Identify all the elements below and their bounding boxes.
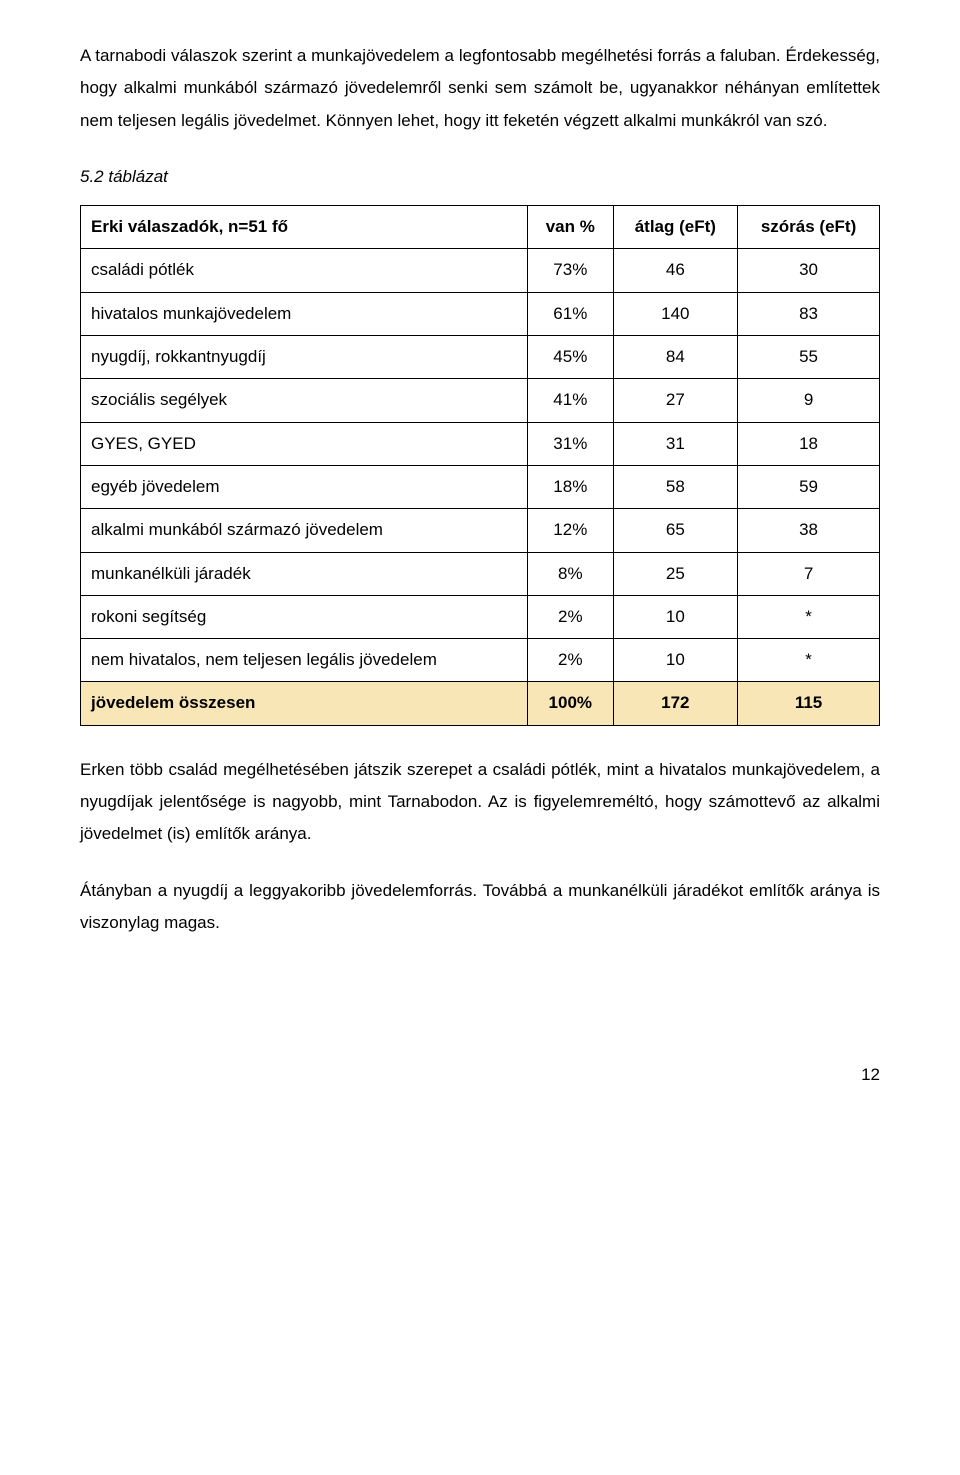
cell-value: 46: [613, 249, 738, 292]
cell-value: 41%: [528, 379, 613, 422]
cell-value: 2%: [528, 595, 613, 638]
page-number: 12: [80, 1059, 880, 1091]
cell-value: 2%: [528, 639, 613, 682]
table-caption: 5.2 táblázat: [80, 161, 880, 193]
row-label: hivatalos munkajövedelem: [81, 292, 528, 335]
total-value: 100%: [528, 682, 613, 725]
row-label: rokoni segítség: [81, 595, 528, 638]
cell-value: 38: [738, 509, 880, 552]
cell-value: 25: [613, 552, 738, 595]
table-row: rokoni segítség 2% 10 *: [81, 595, 880, 638]
cell-value: 10: [613, 595, 738, 638]
cell-value: 61%: [528, 292, 613, 335]
table-row: alkalmi munkából származó jövedelem 12% …: [81, 509, 880, 552]
intro-paragraph: A tarnabodi válaszok szerint a munkajöve…: [80, 40, 880, 137]
cell-value: 84: [613, 336, 738, 379]
cell-value: 9: [738, 379, 880, 422]
total-value: 115: [738, 682, 880, 725]
cell-value: 83: [738, 292, 880, 335]
row-label: GYES, GYED: [81, 422, 528, 465]
table-row: munkanélküli járadék 8% 25 7: [81, 552, 880, 595]
row-label: munkanélküli járadék: [81, 552, 528, 595]
cell-value: *: [738, 639, 880, 682]
cell-value: 18: [738, 422, 880, 465]
total-label: jövedelem összesen: [81, 682, 528, 725]
cell-value: 12%: [528, 509, 613, 552]
row-label: egyéb jövedelem: [81, 465, 528, 508]
cell-value: 7: [738, 552, 880, 595]
row-label: családi pótlék: [81, 249, 528, 292]
table-total-row: jövedelem összesen 100% 172 115: [81, 682, 880, 725]
cell-value: 45%: [528, 336, 613, 379]
col-header: átlag (eFt): [613, 206, 738, 249]
col-header: szórás (eFt): [738, 206, 880, 249]
income-table: Erki válaszadók, n=51 fő van % átlag (eF…: [80, 205, 880, 726]
table-header-row: Erki válaszadók, n=51 fő van % átlag (eF…: [81, 206, 880, 249]
col-header: van %: [528, 206, 613, 249]
table-row: családi pótlék 73% 46 30: [81, 249, 880, 292]
cell-value: 31: [613, 422, 738, 465]
table-row: szociális segélyek 41% 27 9: [81, 379, 880, 422]
cell-value: 59: [738, 465, 880, 508]
cell-value: 55: [738, 336, 880, 379]
row-label: nem hivatalos, nem teljesen legális jöve…: [81, 639, 528, 682]
table-row: GYES, GYED 31% 31 18: [81, 422, 880, 465]
cell-value: *: [738, 595, 880, 638]
row-label: nyugdíj, rokkantnyugdíj: [81, 336, 528, 379]
cell-value: 31%: [528, 422, 613, 465]
row-label: szociális segélyek: [81, 379, 528, 422]
cell-value: 73%: [528, 249, 613, 292]
table-row: hivatalos munkajövedelem 61% 140 83: [81, 292, 880, 335]
cell-value: 27: [613, 379, 738, 422]
table-row: egyéb jövedelem 18% 58 59: [81, 465, 880, 508]
row-label: alkalmi munkából származó jövedelem: [81, 509, 528, 552]
cell-value: 8%: [528, 552, 613, 595]
body-paragraph: Átányban a nyugdíj a leggyakoribb jövede…: [80, 875, 880, 940]
body-paragraph: Erken több család megélhetésében játszik…: [80, 754, 880, 851]
cell-value: 58: [613, 465, 738, 508]
table-title-cell: Erki válaszadók, n=51 fő: [81, 206, 528, 249]
cell-value: 140: [613, 292, 738, 335]
total-value: 172: [613, 682, 738, 725]
table-row: nyugdíj, rokkantnyugdíj 45% 84 55: [81, 336, 880, 379]
cell-value: 18%: [528, 465, 613, 508]
cell-value: 30: [738, 249, 880, 292]
cell-value: 10: [613, 639, 738, 682]
cell-value: 65: [613, 509, 738, 552]
table-row: nem hivatalos, nem teljesen legális jöve…: [81, 639, 880, 682]
